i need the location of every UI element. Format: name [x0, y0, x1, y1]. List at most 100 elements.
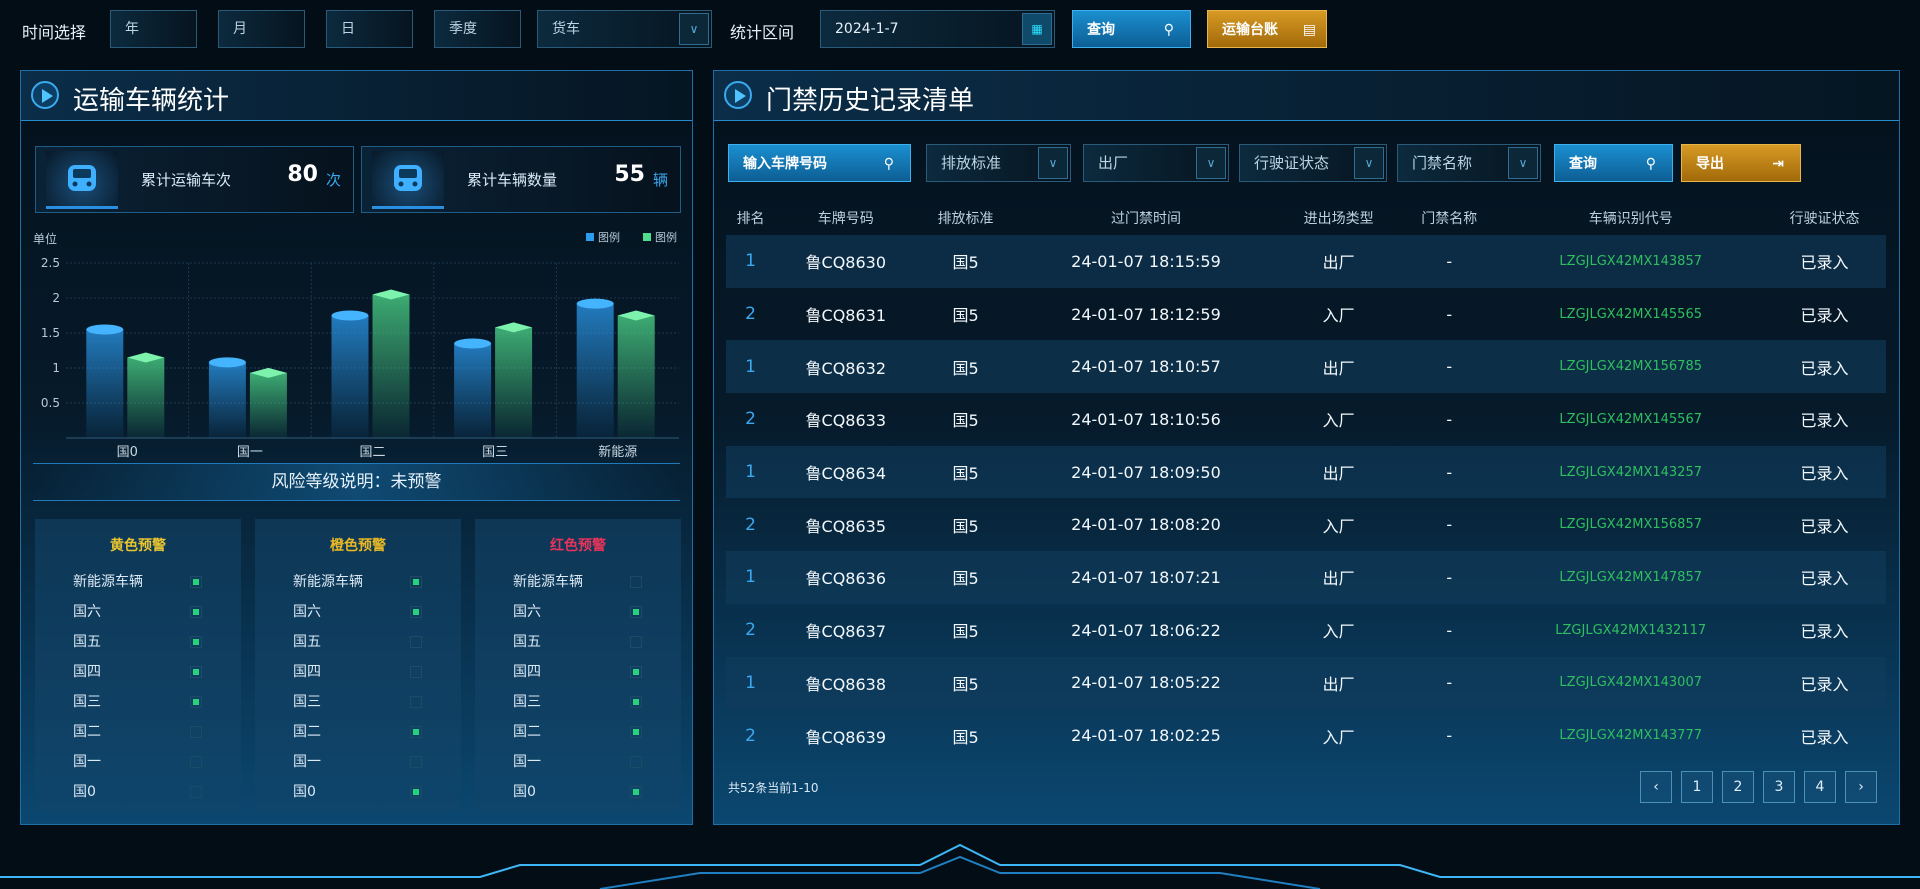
risk-item: 国一 [255, 747, 461, 777]
table-cell: 鲁CQ8637 [805, 622, 887, 642]
gate-name-select[interactable]: 门禁名称 ∨ [1397, 144, 1541, 182]
bottom-frame-decoration [0, 843, 1920, 889]
page-button[interactable]: 1 [1681, 771, 1713, 803]
table-row[interactable]: 1 鲁CQ8638 国5 24-01-07 18:05:22 出厂 - LZGJLGX42M… [726, 656, 1886, 710]
table-cell: 国5 [952, 411, 979, 431]
export-button[interactable]: 导出 ⇥ [1681, 144, 1801, 182]
panel-header: 运输车辆统计 [21, 71, 692, 121]
table-cell: 入厂 [1322, 516, 1355, 536]
table-cell: 24-01-07 18:06:22 [1071, 620, 1221, 640]
risk-item-label: 国三 [73, 694, 101, 710]
table-cell: 1 [726, 340, 776, 394]
date-input[interactable]: 2024-1-7 ▦ [820, 10, 1055, 48]
table-row[interactable]: 2 鲁CQ8637 国5 24-01-07 18:06:22 入厂 - LZGJLGX42M… [726, 604, 1886, 657]
chevron-down-icon[interactable]: ∨ [1508, 147, 1538, 179]
year-input[interactable]: 年 [110, 10, 197, 48]
day-input[interactable]: 日 [326, 10, 413, 48]
status-on-indicator [630, 666, 642, 678]
stat-label: 累计运输车次 [141, 171, 232, 189]
search-icon: ⚲ [1163, 22, 1174, 38]
status-off-indicator [410, 666, 422, 678]
status-on-indicator [630, 696, 642, 708]
car-icon [46, 151, 118, 209]
risk-item-label: 国六 [293, 604, 321, 620]
table-cell: 已录入 [1763, 656, 1886, 710]
bar [454, 343, 492, 438]
license-status-select[interactable]: 行驶证状态 ∨ [1239, 144, 1387, 182]
transport-stats-panel: 运输车辆统计 累计运输车次 80 次 累计车辆数量 55 辆 单位 0.5 1 1.5… [20, 70, 693, 825]
month-input[interactable]: 月 [218, 10, 305, 48]
ledger-button[interactable]: 运输台账 ▤ [1207, 10, 1327, 48]
calendar-icon[interactable]: ▦ [1022, 13, 1052, 45]
y-tick-label: 1.5 [41, 326, 60, 340]
table-row[interactable]: 1 鲁CQ8634 国5 24-01-07 18:09:50 出厂 - LZGJLGX42M… [726, 445, 1886, 499]
table-cell: LZGJLGX42MX143777 [1559, 728, 1702, 744]
column-header: 门禁名称 [1421, 211, 1478, 227]
direction-select[interactable]: 出厂 ∨ [1083, 144, 1229, 182]
gate-history-panel: 门禁历史记录清单 输入车牌号码 ⚲ 排放标准 ∨ 出厂 ∨ 行驶证状态 ∨ 门禁名称 ∨ … [713, 70, 1900, 825]
table-row[interactable]: 2 鲁CQ8639 国5 24-01-07 18:02:25 入厂 - LZGJLGX42M… [726, 709, 1886, 762]
risk-item: 国二 [475, 717, 681, 747]
stat-value: 80 [287, 162, 318, 187]
chevron-down-icon[interactable]: ∨ [679, 13, 709, 45]
stat-unit: 辆 [652, 171, 668, 189]
chevron-down-icon[interactable]: ∨ [1196, 147, 1226, 179]
y-tick-label: 1 [52, 361, 60, 375]
risk-item: 国四 [475, 657, 681, 687]
risk-item-label: 新能源车辆 [513, 574, 583, 590]
bar [617, 315, 655, 438]
chevron-down-icon[interactable]: ∨ [1038, 147, 1068, 179]
gate-record-table: 排名 车牌号码 排放标准 过门禁时间 进出场类型 门禁名称 车辆识别代号 行驶证状态 1 鲁CQ8… [726, 201, 1886, 762]
vehicle-type-select[interactable]: 货车 ∨ [537, 10, 712, 48]
column-header: 车牌号码 [817, 211, 874, 227]
plate-search-input[interactable]: 输入车牌号码 ⚲ [728, 144, 911, 182]
x-tick-label: 国0 [117, 445, 138, 460]
table-cell: 鲁CQ8630 [775, 235, 917, 288]
table-row[interactable]: 2 鲁CQ8631 国5 24-01-07 18:12:59 入厂 - LZGJLGX42M… [726, 288, 1886, 341]
time-select-label: 时间选择 [22, 23, 87, 42]
status-on-indicator [410, 726, 422, 738]
play-icon [724, 81, 752, 109]
risk-item: 国0 [475, 777, 681, 807]
quarter-input[interactable]: 季度 [434, 10, 521, 48]
table-cell: 1 [726, 551, 776, 604]
risk-item: 国三 [475, 687, 681, 717]
query-button[interactable]: 查询 ⚲ [1072, 10, 1191, 48]
table-row[interactable]: 1 鲁CQ8630 国5 24-01-07 18:15:59 出厂 - LZGJLGX42M… [726, 235, 1886, 288]
table-cell: 已录入 [1800, 727, 1849, 747]
risk-column-title: 红色预警 [550, 538, 606, 554]
bar [331, 315, 369, 438]
emission-select[interactable]: 排放标准 ∨ [926, 144, 1071, 182]
table-row[interactable]: 1 鲁CQ8636 国5 24-01-07 18:07:21 出厂 - LZGJLGX42M… [726, 551, 1886, 604]
risk-item-label: 国五 [73, 634, 101, 650]
prev-page-button[interactable]: ‹ [1640, 771, 1672, 803]
page-button[interactable]: 4 [1804, 771, 1836, 803]
table-cell: 国5 [952, 727, 979, 747]
table-cell: - [1400, 235, 1499, 288]
table-row[interactable]: 1 鲁CQ8632 国5 24-01-07 18:10:57 出厂 - LZGJLGX42M… [726, 340, 1886, 394]
status-on-indicator [190, 576, 202, 588]
table-cell: - [1400, 656, 1499, 710]
table-row[interactable]: 2 鲁CQ8635 国5 24-01-07 18:08:20 入厂 - LZGJLGX42M… [726, 498, 1886, 551]
export-label: 导出 [1696, 156, 1724, 172]
bar-cap [454, 338, 492, 349]
risk-item-label: 国二 [73, 724, 101, 740]
table-cell: 入厂 [1322, 411, 1355, 431]
document-icon: ▤ [1302, 22, 1316, 38]
status-off-indicator [410, 696, 422, 708]
table-cell: 国5 [952, 516, 979, 536]
status-on-indicator [630, 606, 642, 618]
next-page-button[interactable]: › [1845, 771, 1877, 803]
table-row[interactable]: 2 鲁CQ8633 国5 24-01-07 18:10:56 入厂 - LZGJLGX42M… [726, 393, 1886, 446]
bar-cap [127, 352, 165, 363]
table-cell: 1 [726, 445, 776, 499]
risk-item: 国四 [255, 657, 461, 687]
page-button[interactable]: 3 [1763, 771, 1795, 803]
risk-item-label: 国四 [293, 664, 321, 680]
table-cell: 24-01-07 18:05:22 [1014, 656, 1278, 710]
page-button[interactable]: 2 [1722, 771, 1754, 803]
range-label: 统计区间 [730, 23, 795, 42]
query-button[interactable]: 查询 ⚲ [1554, 144, 1673, 182]
chevron-down-icon[interactable]: ∨ [1354, 147, 1384, 179]
risk-item-label: 国六 [513, 604, 541, 620]
